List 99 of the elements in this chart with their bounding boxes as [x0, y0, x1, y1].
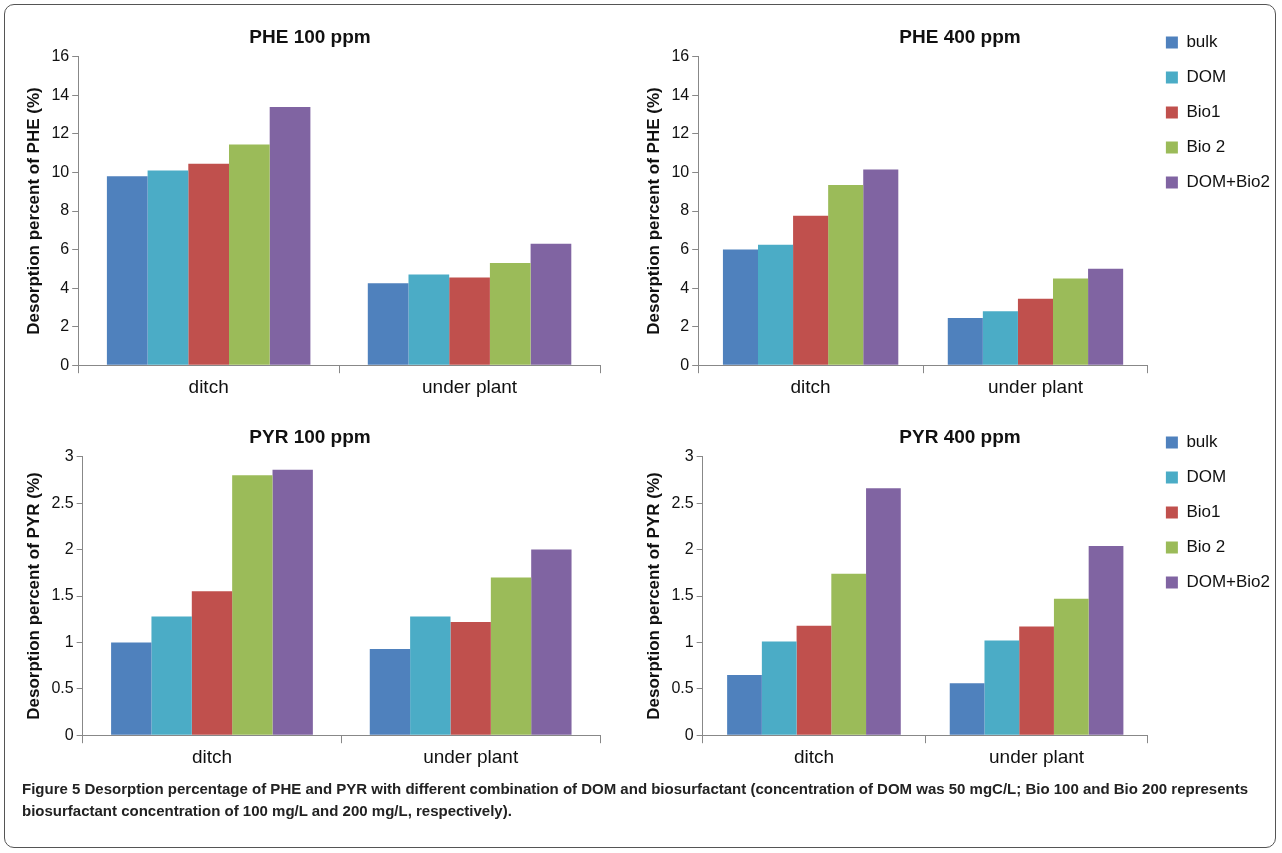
- bar: [982, 311, 1018, 365]
- x-tick-label: under plant: [422, 375, 518, 397]
- y-axis-title: Desorption percent of PYR (%): [23, 472, 43, 720]
- x-tick-label: under plant: [987, 375, 1084, 397]
- bar: [450, 621, 491, 735]
- y-tick-label: 2.5: [671, 493, 694, 511]
- y-tick-label: 3: [64, 447, 74, 465]
- bar: [722, 249, 759, 365]
- bar: [1053, 598, 1089, 735]
- y-tick-label: 3: [684, 447, 694, 465]
- y-tick-label: 14: [671, 85, 690, 103]
- bar: [758, 244, 794, 365]
- y-tick-label: 8: [60, 201, 70, 219]
- x-tick-label: ditch: [188, 375, 229, 397]
- bar: [831, 573, 867, 735]
- bar: [1017, 298, 1053, 365]
- bar: [151, 616, 192, 735]
- bar: [232, 475, 273, 735]
- bar: [727, 674, 762, 735]
- bar: [369, 648, 411, 735]
- legend-label: bulk: [1186, 32, 1219, 52]
- bar: [188, 163, 229, 365]
- legend-label: Bio 2: [1186, 537, 1226, 557]
- y-tick-label: 6: [60, 239, 70, 257]
- chart-title: PHE 100 ppm: [249, 25, 371, 47]
- bar: [147, 170, 189, 365]
- y-tick-label: 4: [680, 278, 690, 296]
- y-tick-label: 10: [51, 162, 70, 180]
- y-tick-label: 2: [680, 317, 690, 335]
- bar: [863, 169, 899, 365]
- bar: [1019, 626, 1054, 735]
- legend-label: DOM: [1186, 67, 1227, 87]
- y-tick-label: 8: [680, 201, 690, 219]
- y-tick-label: 6: [680, 239, 690, 257]
- bar: [367, 283, 409, 365]
- legend-label: Bio1: [1186, 102, 1221, 122]
- x-tick-label: under plant: [989, 745, 1085, 767]
- bar: [1088, 545, 1124, 735]
- bar: [1088, 268, 1124, 365]
- legend-label: Bio1: [1186, 502, 1221, 522]
- y-tick-label: 12: [671, 124, 690, 142]
- bar: [489, 263, 531, 365]
- x-tick-label: ditch: [793, 745, 835, 767]
- y-tick-label: 2: [64, 540, 74, 558]
- bar: [866, 488, 901, 735]
- y-tick-label: 0: [64, 725, 74, 743]
- y-axis-title: Desorption percent of PHE (%): [643, 87, 663, 335]
- bar: [449, 277, 490, 365]
- caption: Figure 5 Desorption percentage of PHE and PYR with different combination of DOM and biosurfactant (concentration of DOM was 50 mgC/L; Bio 100 and Bio 200 represents biosurfactant concentration of 100 mg/L and 200 mg/L, respectively).: [22, 779, 1249, 821]
- bar: [1053, 278, 1089, 365]
- bar: [984, 640, 1020, 735]
- bar: [531, 549, 572, 735]
- chart-title: PYR 400 ppm: [899, 425, 1021, 447]
- x-tick-label: under plant: [423, 745, 519, 767]
- y-tick-label: 16: [671, 47, 690, 65]
- y-tick-label: 1: [64, 632, 74, 650]
- y-tick-label: 0.5: [671, 679, 694, 697]
- y-tick-label: 2.5: [51, 493, 74, 511]
- bar: [272, 469, 313, 735]
- y-tick-label: 2: [684, 540, 694, 558]
- bar: [106, 176, 148, 365]
- bar: [828, 184, 864, 365]
- bar: [796, 625, 832, 735]
- bar: [111, 642, 152, 735]
- y-tick-label: 2: [60, 317, 70, 335]
- bar: [191, 591, 233, 735]
- y-tick-label: 1.5: [51, 586, 74, 604]
- bar: [410, 616, 451, 735]
- bar: [269, 106, 311, 365]
- y-tick-label: 4: [60, 278, 70, 296]
- bar: [947, 317, 983, 365]
- legend-label: DOM: [1186, 467, 1227, 487]
- bar: [530, 243, 572, 365]
- chart-title: PYR 100 ppm: [249, 425, 371, 447]
- legend-label: DOM+Bio2: [1186, 572, 1271, 592]
- chart-title: PHE 400 ppm: [899, 25, 1021, 47]
- y-tick-label: 12: [51, 124, 70, 142]
- y-tick-label: 0: [684, 725, 694, 743]
- bar: [490, 577, 532, 735]
- bar: [761, 641, 797, 735]
- y-tick-label: 0.5: [51, 679, 74, 697]
- y-tick-label: 1: [684, 632, 694, 650]
- y-tick-label: 16: [51, 47, 70, 65]
- y-tick-label: 10: [671, 162, 690, 180]
- y-axis-title: Desorption percent of PHE (%): [23, 87, 43, 335]
- bar: [793, 215, 829, 365]
- y-axis-title: Desorption percent of PYR (%): [643, 472, 663, 720]
- y-tick-label: 0: [680, 355, 690, 373]
- x-tick-label: ditch: [191, 745, 233, 767]
- y-tick-label: 0: [60, 355, 70, 373]
- y-tick-label: 1.5: [671, 586, 694, 604]
- x-tick-label: ditch: [790, 375, 831, 397]
- legend-label: bulk: [1186, 432, 1219, 452]
- legend-label: Bio 2: [1186, 137, 1226, 157]
- legend-label: DOM+Bio2: [1186, 172, 1271, 192]
- bar: [949, 683, 985, 735]
- bar: [229, 144, 270, 365]
- bar: [408, 274, 450, 365]
- y-tick-label: 14: [51, 85, 70, 103]
